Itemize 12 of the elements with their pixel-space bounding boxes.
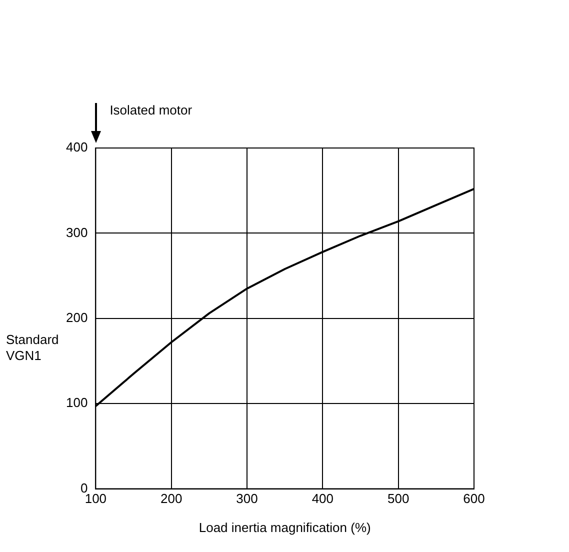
x-tick-label: 600 <box>463 491 485 506</box>
y-tick-label: 400 <box>66 140 88 155</box>
text: Isolated motor <box>110 102 193 118</box>
y-axis-title: Standard VGN1 <box>6 332 59 363</box>
x-tick-label: 200 <box>160 491 182 506</box>
x-axis-title: Load inertia magnification (%) <box>198 520 371 535</box>
y-tick-label: 300 <box>66 224 88 240</box>
y-tick-label: 200 <box>66 310 88 325</box>
x-tick-label: 400 <box>312 491 334 506</box>
x-tick-label: 300 <box>236 491 258 506</box>
x-tick-label: 500 <box>387 491 410 506</box>
y-tick-label: 100 <box>66 395 88 410</box>
